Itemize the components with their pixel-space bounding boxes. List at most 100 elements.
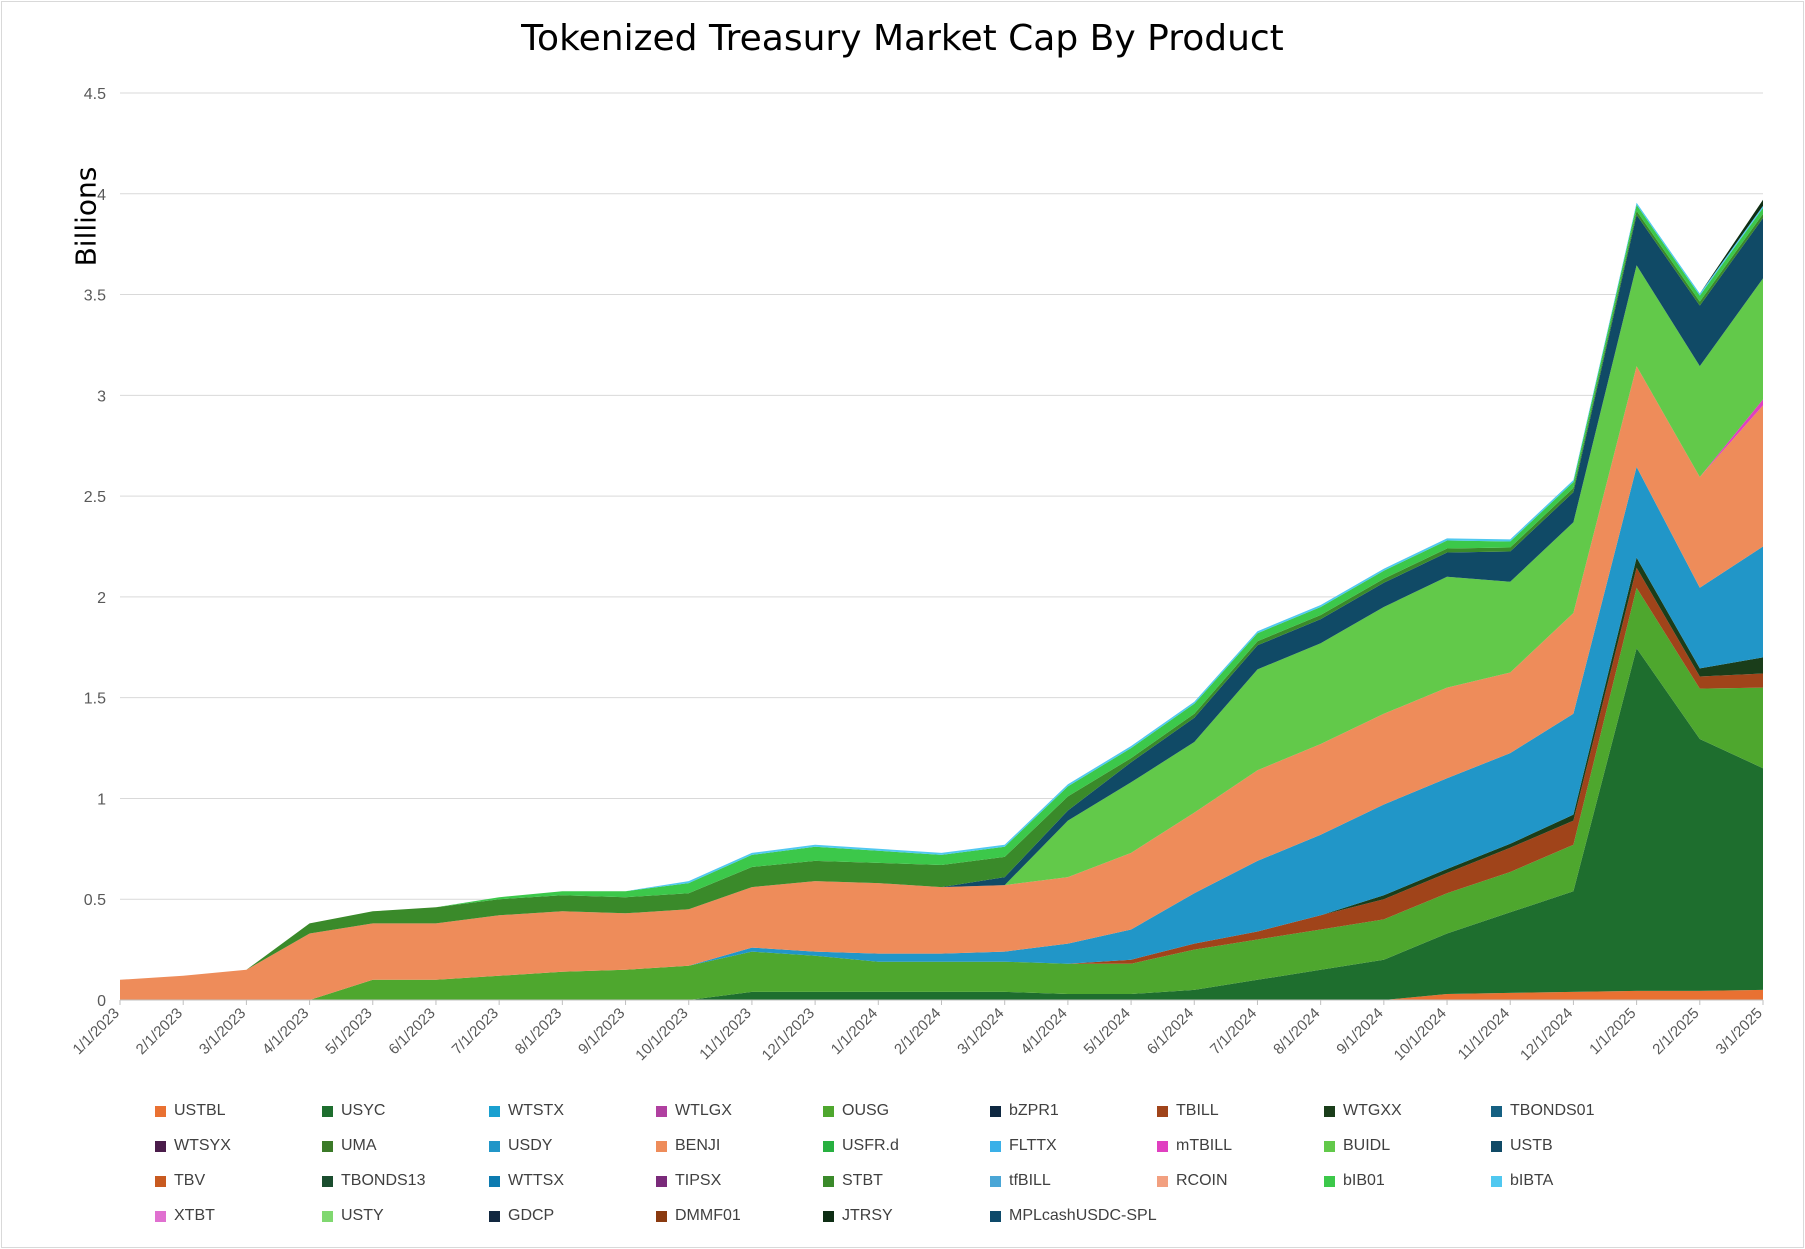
y-tick-label: 1.5 (84, 691, 106, 708)
legend-label: FLTTX (1009, 1137, 1057, 1154)
x-tick-label: 3/1/2023 (196, 1005, 249, 1058)
legend-swatch (322, 1105, 333, 1117)
legend-swatch (823, 1210, 834, 1222)
legend-swatch (1491, 1175, 1502, 1187)
legend-item: TIPSX (656, 1172, 721, 1190)
x-tick-label: 5/1/2024 (1081, 1005, 1134, 1058)
legend-swatch (990, 1175, 1001, 1187)
x-tick-label: 11/1/2024 (1455, 1005, 1513, 1063)
legend-item: mTBILL (1157, 1137, 1232, 1155)
legend-item: RCOIN (1157, 1172, 1228, 1190)
legend-item: MPLcashUSDC-SPL (990, 1207, 1157, 1225)
legend-swatch (823, 1175, 834, 1187)
x-tick-label: 12/1/2023 (759, 1005, 818, 1064)
legend-swatch (322, 1175, 333, 1187)
legend-item: bIBTA (1491, 1172, 1553, 1190)
y-tick-label: 3.5 (84, 288, 106, 305)
y-tick-label: 2 (97, 590, 106, 607)
legend-label: USFR.d (842, 1137, 899, 1154)
x-tick-label: 3/1/2025 (1713, 1005, 1766, 1058)
legend-label: GDCP (508, 1207, 555, 1224)
x-tick-label: 4/1/2024 (1017, 1005, 1070, 1058)
legend-label: OUSG (842, 1102, 890, 1119)
x-tick-label: 10/1/2023 (632, 1005, 691, 1064)
x-tick-label: 2/1/2025 (1649, 1005, 1702, 1058)
legend-label: USTBL (174, 1102, 226, 1119)
legend-swatch (1491, 1140, 1502, 1152)
legend-item: WTTSX (489, 1172, 564, 1190)
legend-item: BENJI (656, 1137, 720, 1155)
legend-label: BUIDL (1343, 1137, 1391, 1154)
legend-swatch (656, 1210, 667, 1222)
legend-swatch (1157, 1105, 1168, 1117)
area-series-usdy (120, 466, 1763, 1000)
x-tick-label: 9/1/2024 (1333, 1005, 1386, 1058)
legend-swatch (823, 1140, 834, 1152)
legend-item: GDCP (489, 1207, 554, 1225)
legend-label: WTGXX (1343, 1102, 1402, 1119)
x-tick-label: 4/1/2023 (259, 1005, 312, 1058)
legend-swatch (1324, 1175, 1335, 1187)
y-tick-label: 1 (97, 791, 106, 808)
legend-label: UMA (341, 1137, 377, 1154)
legend-item: XTBT (155, 1207, 215, 1225)
legend-swatch (155, 1140, 166, 1152)
y-tick-label: 3 (97, 388, 106, 405)
legend-label: STBT (842, 1172, 883, 1189)
x-tick-label: 6/1/2023 (385, 1005, 438, 1058)
legend-swatch (1324, 1140, 1335, 1152)
legend-label: TIPSX (675, 1172, 722, 1189)
legend-item: USFR.d (823, 1137, 899, 1155)
legend-label: DMMF01 (675, 1207, 741, 1224)
x-tick-label: 12/1/2024 (1517, 1005, 1576, 1064)
legend-label: WTSYX (174, 1137, 231, 1154)
legend-swatch (1491, 1105, 1502, 1117)
area-series-buidl (120, 265, 1763, 980)
legend-item: FLTTX (990, 1137, 1057, 1155)
legend-label: TBONDS13 (341, 1172, 426, 1189)
chart-plot: 00.511.522.533.544.51/1/2023 2/1/2023 3/1/… (70, 86, 1766, 1064)
legend-swatch (322, 1210, 333, 1222)
x-tick-label: 1/1/2023 (70, 1005, 123, 1058)
legend-item: bIB01 (1324, 1172, 1385, 1190)
legend-item: OUSG (823, 1102, 889, 1120)
legend-item: USTBL (155, 1102, 226, 1120)
legend-swatch (990, 1105, 1001, 1117)
legend-item: tfBILL (990, 1172, 1051, 1190)
x-tick-label: 2/1/2024 (891, 1005, 944, 1058)
y-tick-label: 4 (97, 187, 106, 204)
legend-swatch (155, 1105, 166, 1117)
legend-item: USTB (1491, 1137, 1553, 1155)
x-tick-label: 5/1/2023 (322, 1005, 375, 1058)
legend-item: UMA (322, 1137, 377, 1155)
legend-swatch (656, 1105, 667, 1117)
legend-swatch (155, 1175, 166, 1187)
legend-label: RCOIN (1176, 1172, 1228, 1189)
legend-label: MPLcashUSDC-SPL (1009, 1207, 1157, 1224)
legend-item: STBT (823, 1172, 883, 1190)
legend-item: WTGXX (1324, 1102, 1402, 1120)
legend-item: WTLGX (656, 1102, 732, 1120)
legend-item: BUIDL (1324, 1137, 1390, 1155)
legend-label: TBILL (1176, 1102, 1219, 1119)
legend-label: WTSTX (508, 1102, 564, 1119)
legend-label: TBV (174, 1172, 206, 1189)
x-tick-label: 8/1/2024 (1270, 1005, 1323, 1058)
legend-label: USYC (341, 1102, 386, 1119)
x-tick-label: 3/1/2024 (954, 1005, 1007, 1058)
legend-label: TBONDS01 (1510, 1102, 1595, 1119)
legend-swatch (489, 1140, 500, 1152)
legend-swatch (1324, 1105, 1335, 1117)
legend-item: USTY (322, 1207, 384, 1225)
legend-label: mTBILL (1176, 1137, 1233, 1154)
legend-item: bZPR1 (990, 1102, 1059, 1120)
legend-label: bIB01 (1343, 1172, 1385, 1189)
x-tick-label: 2/1/2023 (133, 1005, 186, 1058)
y-tick-label: 4.5 (84, 86, 106, 103)
legend-label: USDY (508, 1137, 553, 1154)
legend-item: TBILL (1157, 1102, 1219, 1120)
legend-swatch (990, 1210, 1001, 1222)
legend-swatch (656, 1175, 667, 1187)
area-series-ustbl (120, 989, 1763, 1000)
legend-item: TBONDS13 (322, 1172, 425, 1190)
